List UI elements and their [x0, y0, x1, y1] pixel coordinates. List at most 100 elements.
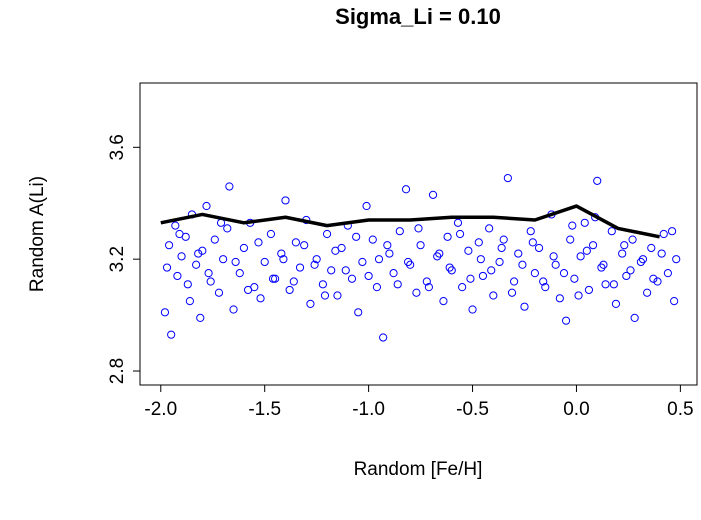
scatter-point [268, 274, 278, 283]
scatter-point [333, 291, 342, 300]
scatter-point [206, 277, 215, 286]
x-tick-label: 0.5 [667, 399, 693, 420]
scatter-point [235, 269, 244, 278]
scatter-point [568, 221, 577, 230]
scatter-point [636, 257, 645, 267]
scatter-point [295, 263, 305, 272]
scatter-point [383, 241, 392, 250]
scatter-point [177, 252, 186, 261]
scatter-point [404, 257, 413, 267]
scatter-point [385, 249, 394, 258]
scatter-point [368, 235, 377, 244]
scatter-point [270, 274, 280, 283]
scatter-point [364, 271, 373, 281]
scatter-point [638, 255, 648, 264]
scatter-point [570, 274, 579, 283]
y-tick-label: 2.8 [107, 358, 128, 384]
y-tick-label: 3.6 [107, 134, 128, 160]
scatter-point [510, 277, 519, 286]
scatter-point [406, 260, 415, 269]
scatter-point [310, 260, 319, 269]
scatter-point [279, 255, 288, 264]
scatter-point [582, 246, 591, 255]
scatter-point [534, 243, 544, 253]
scatter-point [277, 249, 286, 258]
scatter-point [670, 297, 679, 306]
scatter-point [318, 280, 327, 289]
scatter-point [597, 263, 606, 272]
scatter-point [667, 227, 677, 236]
scatter-point [412, 288, 421, 297]
scatter-point [167, 330, 176, 339]
scatter-point [499, 235, 508, 244]
x-tick-label: 0.0 [563, 399, 589, 420]
trend-line [160, 204, 660, 239]
scatter-point [194, 249, 203, 258]
scatter-point [424, 283, 433, 292]
scatter-point [518, 260, 527, 269]
scatter-point [464, 246, 473, 255]
scatter-point [474, 238, 483, 247]
scatter-point [555, 294, 564, 303]
scatter-point [497, 243, 506, 253]
scatter-point [539, 277, 548, 286]
scatter-point [514, 249, 523, 258]
scatter-point [322, 229, 332, 239]
scatter-point [219, 255, 228, 264]
scatter-point [507, 288, 517, 297]
scatter-point [455, 229, 465, 239]
scatter-point [672, 255, 681, 264]
x-tick-label: -2.0 [144, 399, 177, 420]
scatter-point [414, 224, 423, 233]
scatter-point [588, 241, 598, 250]
scatter-point [347, 274, 357, 283]
scatter-point [173, 271, 182, 281]
scatter-point [202, 201, 211, 211]
scatter-point [291, 238, 300, 247]
scatter-point [229, 305, 238, 314]
scatter-point [198, 246, 207, 255]
scatter-point [164, 241, 174, 250]
scatter-point [609, 280, 618, 289]
scatter-point [214, 288, 224, 297]
scatter-point [447, 266, 456, 275]
scatter-point [254, 238, 263, 247]
x-tick-label: -1.5 [248, 399, 281, 420]
scatter-point [528, 238, 537, 247]
scatter-point [243, 285, 253, 295]
scatter-point [379, 333, 388, 342]
scatter-point [341, 266, 350, 275]
scatter-point [647, 243, 656, 253]
scatter-point [551, 260, 560, 269]
scatter-point [622, 271, 631, 281]
scatter-point [663, 269, 673, 278]
scatter-point [354, 308, 363, 317]
scatter-point [256, 294, 265, 303]
scatter-point [372, 283, 382, 292]
scatter-point [300, 241, 309, 250]
scatter-point [478, 271, 488, 281]
scatter-point [601, 280, 610, 289]
y-tick-label: 3.2 [107, 246, 128, 272]
scatter-point [428, 190, 438, 199]
scatter-point [530, 269, 539, 278]
scatter-point [422, 277, 431, 286]
scatter-point [489, 291, 498, 300]
scatter-point [628, 235, 637, 244]
scatter-point [526, 227, 535, 236]
scatter-point [389, 269, 398, 278]
scatter-point [574, 291, 583, 300]
scatter-point [549, 252, 558, 261]
scatter-point [599, 260, 608, 269]
x-tick-label: -0.5 [456, 399, 489, 420]
scatter-point [643, 288, 652, 297]
x-axis-label: Random [Fe/H] [354, 459, 483, 480]
scatter-point [327, 266, 336, 275]
scatter-point [352, 232, 361, 241]
scatter-point [260, 257, 269, 267]
scatter-point [466, 274, 475, 283]
scatter-point [630, 313, 639, 322]
scatter-point [580, 218, 589, 227]
scatter-point [561, 316, 571, 325]
